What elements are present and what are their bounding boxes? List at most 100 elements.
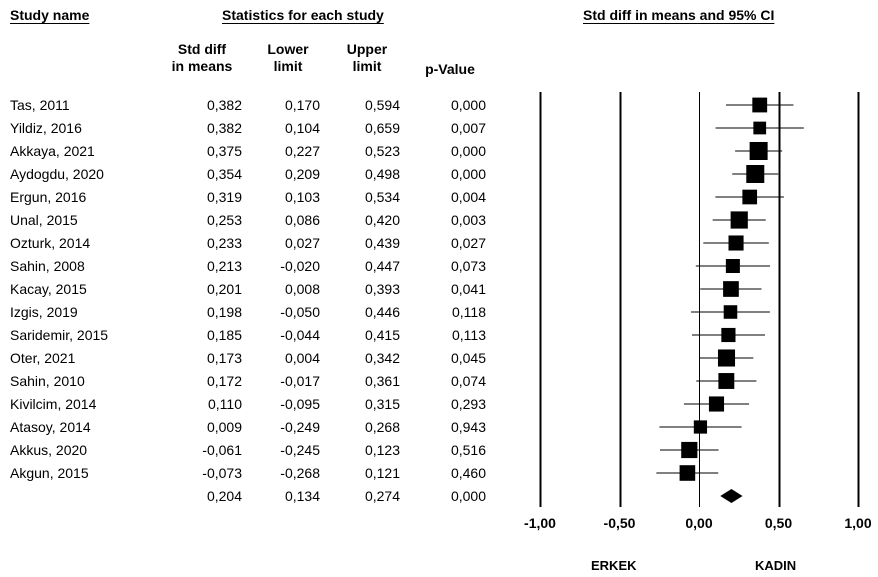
std-diff-header-line2: in means xyxy=(171,58,233,74)
upper-limit-value: 0,446 xyxy=(364,304,400,320)
std-diff-value: 0,110 xyxy=(208,396,242,412)
upper-limit-value: 0,121 xyxy=(364,465,400,481)
lower-header-line1: Lower xyxy=(267,41,309,57)
lower-limit-value: 0,004 xyxy=(284,350,320,366)
study-name: Ergun, 2016 xyxy=(10,189,87,205)
statistics-header: Statistics for each study xyxy=(222,7,384,23)
std-diff-value: 0,375 xyxy=(206,143,242,159)
lower-limit-value: -0,245 xyxy=(280,442,320,458)
p-value: 0,000 xyxy=(450,97,486,113)
std-diff-header-line1: Std diff xyxy=(177,41,227,57)
p-value: 0,000 xyxy=(450,143,486,159)
study-name: Akkaya, 2021 xyxy=(10,143,95,159)
study-name: Kivilcim, 2014 xyxy=(10,396,97,412)
left-direction-label: ERKEK xyxy=(591,558,637,573)
upper-limit-value: 0,361 xyxy=(364,373,400,389)
p-value: 0,004 xyxy=(450,189,486,205)
lower-limit-value: -0,020 xyxy=(280,258,320,274)
upper-header-line2: limit xyxy=(352,58,382,74)
p-value: 0,118 xyxy=(452,304,486,320)
std-diff-value: -0,061 xyxy=(202,442,242,458)
point-estimate xyxy=(753,121,767,135)
std-diff-value: 0,185 xyxy=(206,327,242,343)
study-name: Akkus, 2020 xyxy=(10,442,88,458)
upper-limit-value: 0,534 xyxy=(364,189,400,205)
point-estimate xyxy=(721,327,736,343)
point-estimate xyxy=(749,142,768,160)
std-diff-value: 0,354 xyxy=(206,166,242,182)
study-name: Aydogdu, 2020 xyxy=(10,166,104,182)
lower-limit-value: -0,249 xyxy=(280,419,320,435)
lower-header-line2: limit xyxy=(273,58,303,74)
point-estimate xyxy=(746,165,765,183)
lower-limit-value: 0,104 xyxy=(284,120,320,136)
point-estimate xyxy=(693,420,708,434)
study-name: Oter, 2021 xyxy=(10,350,76,366)
p-value: 0,460 xyxy=(450,465,486,481)
study-name-header: Study name xyxy=(10,7,90,23)
p-value: 0,516 xyxy=(450,442,486,458)
x-tick-label: 1,00 xyxy=(844,515,871,531)
p-value: 0,027 xyxy=(450,235,486,251)
study-name: Kacay, 2015 xyxy=(10,281,87,297)
lower-limit-column-header: Lower limit xyxy=(255,41,321,75)
point-estimate xyxy=(717,349,736,367)
lower-limit-value: 0,170 xyxy=(284,97,320,113)
p-value: 0,045 xyxy=(450,350,486,366)
std-diff-value: 0,201 xyxy=(206,281,242,297)
p-value: 0,073 xyxy=(450,258,486,274)
x-tick-label: -0,50 xyxy=(604,515,636,531)
p-value: 0,113 xyxy=(452,327,486,343)
std-diff-value: 0,213 xyxy=(206,258,242,274)
lower-limit-value: -0,044 xyxy=(280,327,320,343)
right-direction-label: KADIN xyxy=(755,558,797,573)
p-value: 0,007 xyxy=(450,120,486,136)
point-estimate xyxy=(723,281,739,297)
lower-limit-value: 0,103 xyxy=(284,189,320,205)
study-name: Unal, 2015 xyxy=(10,212,78,228)
lower-limit-value: 0,086 xyxy=(284,212,320,228)
std-diff-value: 0,009 xyxy=(206,419,242,435)
lower-limit-value: -0,095 xyxy=(280,396,320,412)
x-tick-label: -1,00 xyxy=(524,515,556,531)
x-tick-label: 0,00 xyxy=(685,515,712,531)
upper-limit-value: 0,594 xyxy=(364,97,400,113)
study-name: Sahin, 2010 xyxy=(10,373,85,389)
point-estimate xyxy=(718,373,735,389)
study-name: Izgis, 2019 xyxy=(10,304,78,320)
lower-limit-value: 0,227 xyxy=(284,143,320,159)
point-estimate xyxy=(752,97,768,113)
std-diff-value: 0,253 xyxy=(206,212,242,228)
p-value: 0,293 xyxy=(450,396,486,412)
study-name: Saridemir, 2015 xyxy=(10,327,109,343)
upper-header-line1: Upper xyxy=(346,41,388,57)
summary-diamond xyxy=(720,489,743,503)
p-value: 0,074 xyxy=(450,373,486,389)
x-tick-label: 0,50 xyxy=(765,515,792,531)
point-estimate xyxy=(730,211,748,229)
point-estimate xyxy=(742,189,758,205)
p-value: 0,943 xyxy=(450,419,486,435)
study-name: Yildiz, 2016 xyxy=(10,120,82,136)
pvalue-column-header: p-Value xyxy=(425,61,475,77)
std-diff-value: 0,382 xyxy=(206,97,242,113)
upper-limit-value: 0,447 xyxy=(364,258,400,274)
upper-limit-value: 0,315 xyxy=(364,396,400,412)
upper-limit-value: 0,393 xyxy=(364,281,400,297)
point-estimate xyxy=(681,441,698,459)
point-estimate xyxy=(728,235,744,251)
summary-lower-limit-value: 0,134 xyxy=(284,488,320,504)
std-diff-value: 0,173 xyxy=(206,350,242,366)
summary-upper-limit-value: 0,274 xyxy=(364,488,400,504)
lower-limit-value: 0,209 xyxy=(284,166,320,182)
upper-limit-value: 0,415 xyxy=(364,327,400,343)
upper-limit-value: 0,342 xyxy=(364,350,400,366)
upper-limit-value: 0,523 xyxy=(364,143,400,159)
summary-p-value: 0,000 xyxy=(450,488,486,504)
upper-limit-value: 0,268 xyxy=(364,419,400,435)
point-estimate xyxy=(723,305,738,319)
upper-limit-value: 0,420 xyxy=(364,212,400,228)
std-diff-value: 0,198 xyxy=(206,304,242,320)
summary-std-diff-value: 0,204 xyxy=(206,488,242,504)
